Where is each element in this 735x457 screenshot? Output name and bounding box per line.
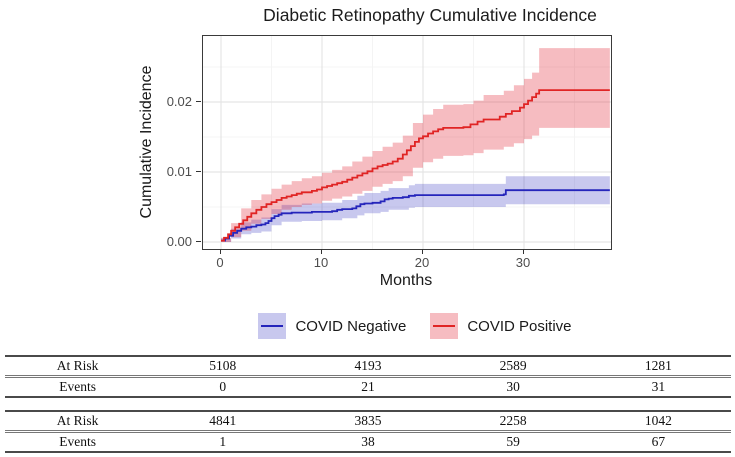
row-label: Events (59, 434, 96, 449)
events-value: 38 (361, 434, 375, 449)
risk-table-covid-positive: At Risk 4841 3835 2258 1042 Events 1 38 … (5, 410, 731, 453)
row-label: At Risk (5, 411, 151, 433)
chart-title: Diabetic Retinopathy Cumulative Incidenc… (263, 5, 597, 25)
legend-label-covid-negative: COVID Negative (295, 317, 407, 335)
at-risk-value: 4841 (150, 411, 296, 433)
at-risk-value: 2258 (440, 411, 586, 433)
events-value: 0 (219, 379, 227, 394)
events-value: 59 (506, 434, 520, 449)
y-tick-label: 0.01 (166, 163, 192, 179)
at-risk-value: 1042 (585, 411, 731, 433)
at-risk-value: 1281 (585, 356, 731, 378)
x-tick-mark (320, 249, 322, 254)
plot-canvas (203, 36, 611, 249)
at-risk-value: 4193 (295, 356, 441, 378)
y-axis-title: Cumulative Incidence (138, 65, 155, 219)
y-tick-label: 0.00 (166, 233, 192, 249)
events-value: 21 (361, 379, 375, 394)
covid-positive-swatch-icon (430, 313, 459, 339)
legend-item-covid-positive: COVID Positive (430, 313, 572, 339)
events-value: 1 (219, 434, 227, 449)
x-tick-mark (522, 249, 524, 254)
row-label: At Risk (5, 356, 151, 378)
at-risk-value: 3835 (295, 411, 441, 433)
at-risk-value: 5108 (150, 356, 296, 378)
plot-panel (202, 35, 612, 250)
at-risk-value: 2589 (440, 356, 586, 378)
covid-negative-line-icon (261, 324, 284, 328)
legend-item-covid-negative: COVID Negative (258, 313, 406, 339)
x-tick-mark (219, 249, 221, 254)
risk-table-covid-negative: At Risk 5108 4193 2589 1281 Events 0 21 … (5, 355, 731, 398)
events-value: 30 (506, 379, 520, 394)
x-tick-label: 10 (313, 255, 329, 270)
row-label: Events (59, 379, 96, 394)
events-value: 67 (651, 434, 666, 449)
table-row: Events 1 38 59 67 (5, 432, 731, 453)
x-tick-label: 0 (216, 255, 224, 270)
x-axis-title: Months (379, 272, 433, 289)
y-tick-mark (196, 240, 201, 242)
events-value: 31 (651, 379, 666, 394)
x-tick-mark (421, 249, 423, 254)
x-tick-label: 20 (414, 255, 430, 270)
table-row: Events 0 21 30 31 (5, 377, 731, 398)
covid-positive-line-icon (433, 324, 456, 328)
covid-negative-swatch-icon (258, 313, 287, 339)
table-row: At Risk 5108 4193 2589 1281 (5, 356, 731, 378)
x-tick-label: 30 (515, 255, 531, 270)
table-row: At Risk 4841 3835 2258 1042 (5, 411, 731, 433)
legend-label-covid-positive: COVID Positive (467, 317, 572, 335)
y-tick-mark (196, 170, 201, 172)
y-tick-mark (196, 100, 201, 102)
y-tick-label: 0.02 (166, 93, 192, 109)
chart-legend: COVID Negative COVID Positive (90, 311, 735, 341)
